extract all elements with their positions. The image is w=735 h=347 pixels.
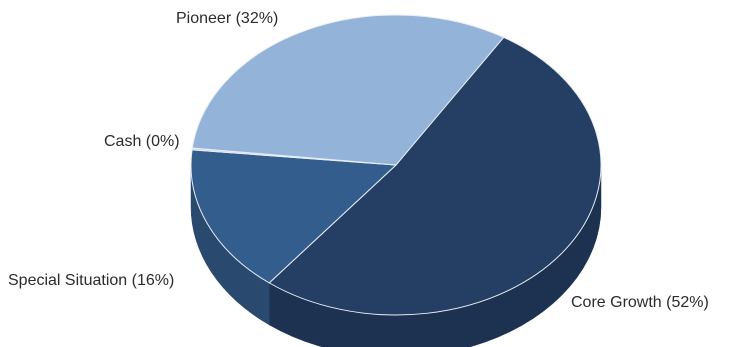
slice-core-growth	[268, 35, 602, 316]
label-core-growth: Core Growth (52%)	[571, 294, 709, 311]
slice-pioneer	[191, 14, 505, 166]
pie-slices	[190, 14, 602, 316]
slice-special-situation	[190, 149, 397, 284]
label-special-situation: Special Situation (16%)	[8, 272, 174, 289]
label-pioneer: Pioneer (32%)	[176, 10, 278, 27]
pie-labels: Core Growth (52%) Special Situation (16%…	[8, 10, 709, 311]
label-cash: Cash (0%)	[104, 133, 180, 150]
